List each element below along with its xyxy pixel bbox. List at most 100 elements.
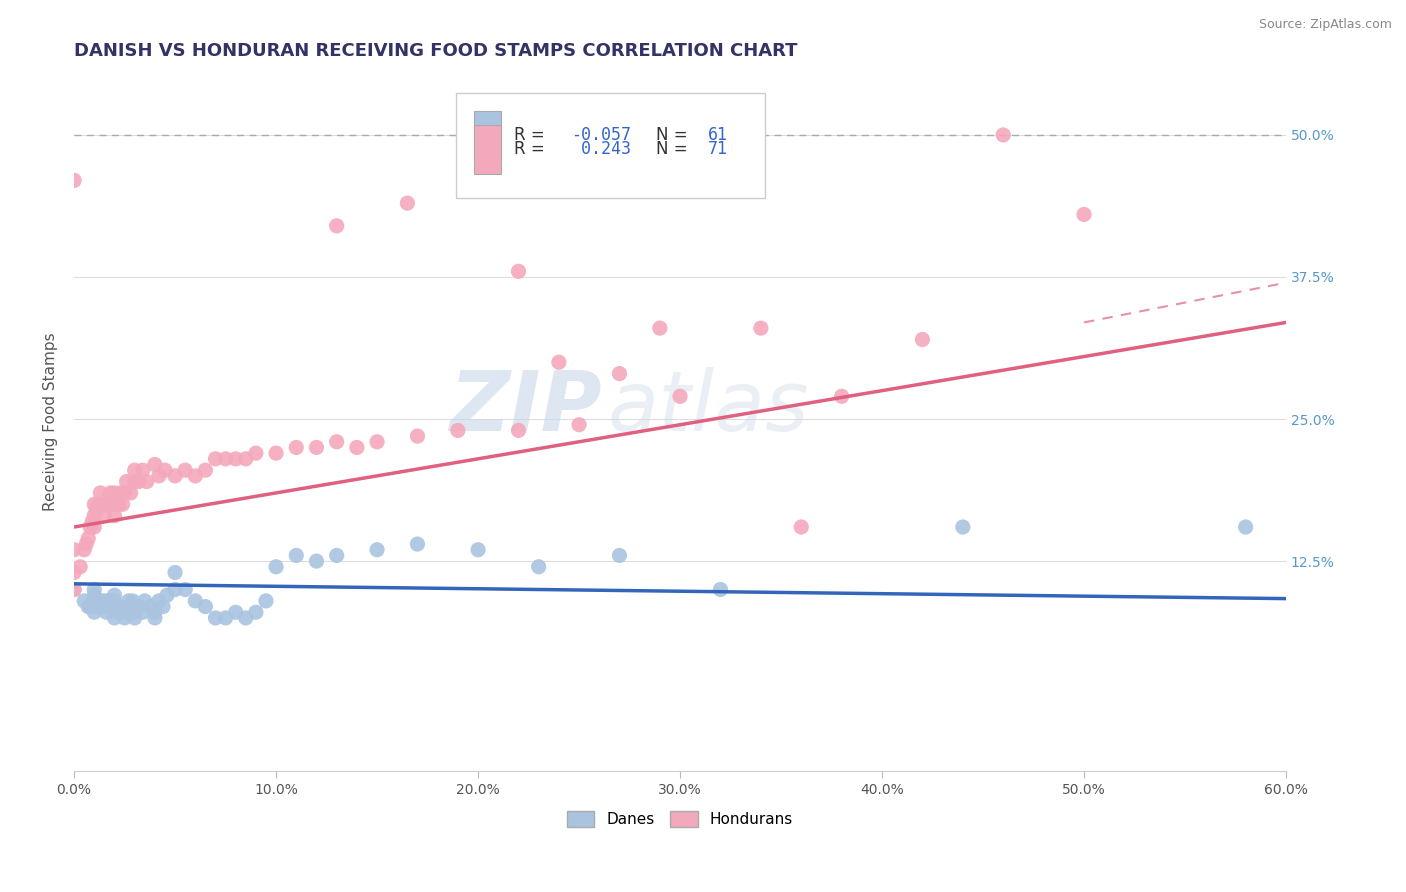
Point bbox=[96, 497, 118, 511]
Point bbox=[139, 599, 162, 614]
Point bbox=[165, 582, 187, 597]
Point bbox=[91, 497, 114, 511]
Point bbox=[63, 173, 86, 187]
Point bbox=[121, 594, 143, 608]
Legend: Danes, Hondurans: Danes, Hondurans bbox=[561, 805, 799, 834]
Point bbox=[83, 582, 105, 597]
Point bbox=[235, 611, 257, 625]
Point bbox=[97, 491, 120, 506]
Point bbox=[214, 611, 236, 625]
Point bbox=[325, 434, 347, 449]
Point bbox=[1073, 207, 1095, 221]
Point bbox=[83, 605, 105, 619]
Point bbox=[103, 497, 125, 511]
Point bbox=[174, 582, 197, 597]
Point bbox=[194, 463, 217, 477]
Point bbox=[63, 582, 86, 597]
Point bbox=[993, 128, 1015, 142]
Point bbox=[911, 333, 934, 347]
Point bbox=[84, 503, 107, 517]
Point bbox=[143, 458, 166, 472]
Point bbox=[508, 264, 530, 278]
Point bbox=[93, 599, 115, 614]
Point bbox=[135, 475, 157, 489]
Point bbox=[115, 475, 138, 489]
Text: 71: 71 bbox=[709, 140, 728, 158]
Point bbox=[82, 514, 104, 528]
Point bbox=[1234, 520, 1257, 534]
Point bbox=[63, 542, 86, 557]
Point bbox=[366, 434, 388, 449]
Point bbox=[79, 520, 101, 534]
Text: -0.057: -0.057 bbox=[571, 127, 631, 145]
Point bbox=[83, 594, 105, 608]
Point bbox=[447, 424, 470, 438]
Text: 61: 61 bbox=[709, 127, 728, 145]
Point bbox=[648, 321, 671, 335]
Y-axis label: Receiving Food Stamps: Receiving Food Stamps bbox=[44, 333, 58, 511]
Text: DANISH VS HONDURAN RECEIVING FOOD STAMPS CORRELATION CHART: DANISH VS HONDURAN RECEIVING FOOD STAMPS… bbox=[75, 42, 797, 60]
Point bbox=[97, 594, 120, 608]
Text: Source: ZipAtlas.com: Source: ZipAtlas.com bbox=[1258, 18, 1392, 31]
Point bbox=[568, 417, 591, 432]
Point bbox=[204, 451, 226, 466]
Point bbox=[107, 605, 129, 619]
Point bbox=[75, 537, 97, 551]
Point bbox=[366, 542, 388, 557]
Point bbox=[132, 605, 155, 619]
Point bbox=[609, 549, 631, 563]
Point bbox=[100, 599, 122, 614]
Point bbox=[83, 520, 105, 534]
Point bbox=[77, 532, 100, 546]
Point bbox=[143, 611, 166, 625]
Bar bbox=[474, 125, 501, 174]
Point bbox=[93, 594, 115, 608]
Point bbox=[406, 429, 429, 443]
Point bbox=[225, 605, 247, 619]
Point bbox=[100, 486, 122, 500]
Point bbox=[128, 475, 150, 489]
Text: 0.243: 0.243 bbox=[571, 140, 631, 158]
Point bbox=[114, 611, 136, 625]
Point bbox=[103, 486, 125, 500]
Point bbox=[831, 389, 853, 403]
Point bbox=[79, 599, 101, 614]
Text: R =: R = bbox=[515, 140, 550, 158]
Point bbox=[184, 468, 207, 483]
Point bbox=[73, 542, 96, 557]
Point bbox=[87, 599, 110, 614]
Point bbox=[103, 599, 125, 614]
Point bbox=[117, 594, 139, 608]
Point bbox=[709, 582, 731, 597]
Bar bbox=[456, 94, 765, 198]
Point bbox=[115, 605, 138, 619]
Point bbox=[152, 599, 174, 614]
Point bbox=[114, 486, 136, 500]
Point bbox=[83, 497, 105, 511]
Point bbox=[165, 566, 187, 580]
Point bbox=[111, 497, 134, 511]
Text: atlas: atlas bbox=[607, 368, 808, 449]
Text: N =: N = bbox=[655, 140, 693, 158]
Point bbox=[165, 468, 187, 483]
Point bbox=[790, 520, 813, 534]
Point bbox=[406, 537, 429, 551]
Point bbox=[83, 508, 105, 523]
Point bbox=[148, 468, 170, 483]
Point bbox=[264, 559, 287, 574]
Point bbox=[93, 508, 115, 523]
Point bbox=[103, 588, 125, 602]
Point bbox=[174, 463, 197, 477]
Point bbox=[69, 559, 91, 574]
Point bbox=[508, 424, 530, 438]
Point bbox=[305, 441, 328, 455]
Point bbox=[103, 594, 125, 608]
Point bbox=[194, 599, 217, 614]
Point bbox=[346, 441, 368, 455]
Point bbox=[527, 559, 550, 574]
Point bbox=[107, 497, 129, 511]
Point bbox=[285, 549, 308, 563]
Point bbox=[124, 463, 146, 477]
Point bbox=[101, 497, 124, 511]
Point bbox=[156, 588, 179, 602]
